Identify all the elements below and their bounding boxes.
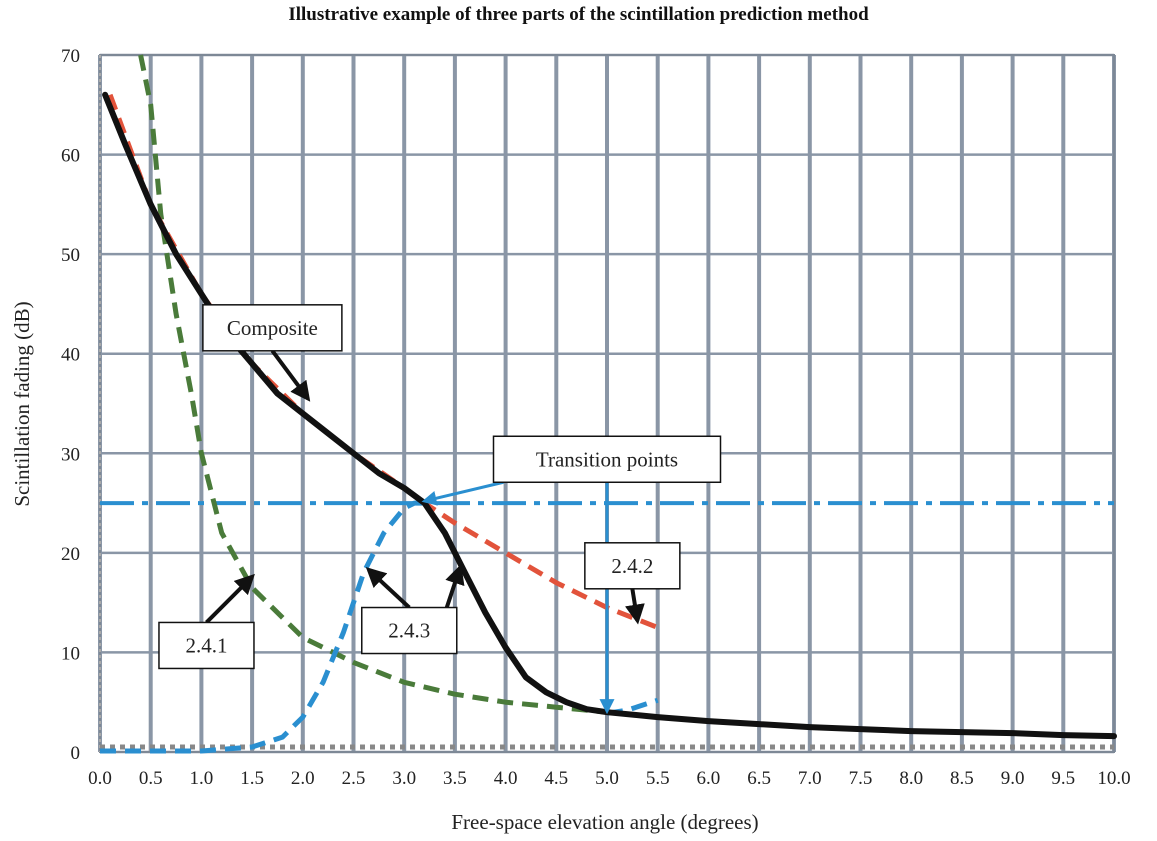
x-tick-label: 10.0 — [1097, 768, 1130, 789]
callout-label-transition-points: Transition points — [536, 447, 678, 471]
callout-box-2-4-3 — [361, 606, 458, 655]
y-tick-label: 60 — [61, 146, 80, 167]
callout-arrow-2-4-3 — [444, 563, 465, 609]
chart-title: Illustrative example of three parts of t… — [288, 4, 869, 25]
x-tick-label: 7.5 — [849, 768, 873, 789]
y-tick-label: 10 — [61, 643, 80, 664]
y-tick-label: 0 — [71, 743, 81, 764]
callout-arrow-2-4-3 — [365, 567, 411, 609]
x-tick-label: 3.5 — [443, 768, 467, 789]
x-tick-label: 3.0 — [392, 768, 416, 789]
x-tick-label: 1.5 — [240, 768, 264, 789]
y-axis-label: Scintillation fading (dB) — [10, 301, 34, 506]
x-tick-label: 4.0 — [494, 768, 518, 789]
x-tick-label: 9.5 — [1051, 768, 1075, 789]
x-tick-label: 5.0 — [595, 768, 619, 789]
x-tick-label: 0.5 — [139, 768, 163, 789]
callout-label-2-4-2: 2.4.2 — [611, 554, 653, 578]
callout-arrow-2-4-2 — [625, 588, 645, 625]
x-axis-label: Free-space elevation angle (degrees) — [451, 810, 758, 834]
y-tick-label: 40 — [61, 345, 80, 366]
y-tick-label: 70 — [61, 46, 80, 67]
x-tick-label: 2.0 — [291, 768, 315, 789]
callout-box-2-4-2 — [584, 542, 681, 590]
x-tick-label: 9.0 — [1001, 768, 1025, 789]
x-tick-label: 1.0 — [190, 768, 214, 789]
tick-labels: 0.0 0.5 1.0 1.5 2.0 2.5 3.0 3.5 4.0 4.5 5.0 5.5 6.0 6… — [61, 46, 1131, 789]
x-tick-label: 5.5 — [646, 768, 670, 789]
y-tick-label: 50 — [61, 245, 80, 266]
y-tick-label: 30 — [61, 444, 80, 465]
callout-box-composite — [202, 304, 343, 352]
callout-label-2-4-3: 2.4.3 — [388, 619, 430, 643]
annotations: Composite Transition points 2.4.2 2.4.1 2.4.… — [158, 304, 722, 715]
x-tick-label: 6.0 — [697, 768, 721, 789]
x-tick-label: 8.5 — [950, 768, 974, 789]
x-tick-label: 8.0 — [899, 768, 923, 789]
callout-box-transition-points — [492, 435, 722, 484]
x-tick-label: 6.5 — [747, 768, 771, 789]
callout-label-composite: Composite — [227, 316, 318, 340]
callout-arrow-transition-points — [421, 480, 504, 506]
x-tick-label: 0.0 — [88, 768, 112, 789]
callout-arrow-composite — [270, 349, 311, 402]
x-tick-label: 2.5 — [342, 768, 366, 789]
callout-label-2-4-1: 2.4.1 — [185, 633, 227, 657]
callout-box-2-4-1 — [158, 621, 255, 670]
y-tick-label: 20 — [61, 544, 80, 565]
callout-arrow-2-4-1 — [205, 573, 255, 624]
series-line-2-4-3 — [100, 500, 425, 754]
x-tick-label: 7.0 — [798, 768, 822, 789]
x-tick-label: 4.5 — [544, 768, 568, 789]
